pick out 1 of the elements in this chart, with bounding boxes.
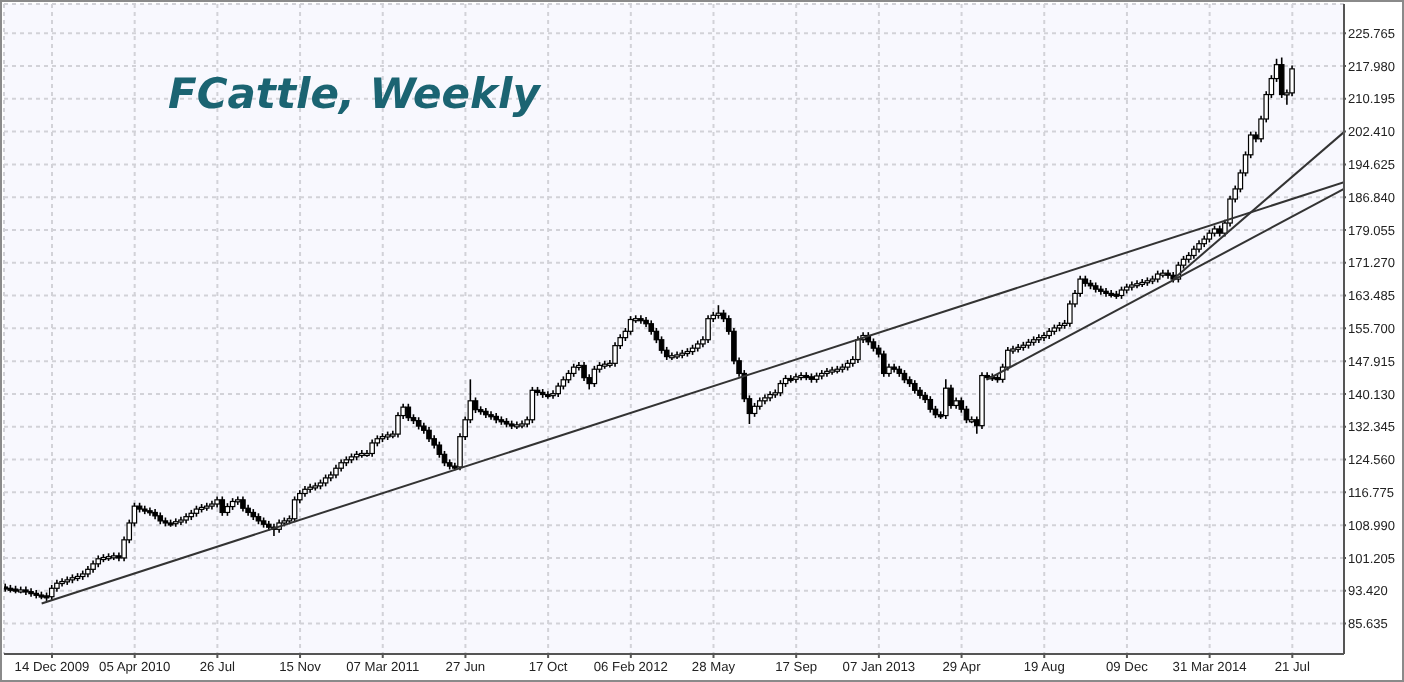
text: FCattle, Weekly — [168, 70, 540, 118]
